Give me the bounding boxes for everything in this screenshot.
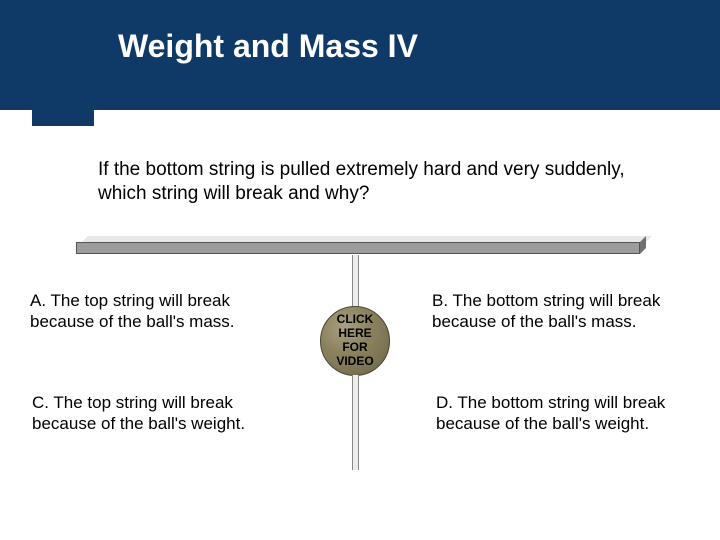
support-bar xyxy=(76,236,646,256)
video-button[interactable]: CLICK HERE FOR VIDEO xyxy=(320,306,390,376)
option-a[interactable]: A. The top string will break because of … xyxy=(30,290,295,333)
video-button-line4: VIDEO xyxy=(336,355,373,369)
slide-title: Weight and Mass IV xyxy=(118,28,418,65)
video-button-line2: HERE xyxy=(338,327,371,341)
question-text: If the bottom string is pulled extremely… xyxy=(98,158,638,206)
option-b[interactable]: B. The bottom string will break because … xyxy=(432,290,692,333)
video-button-line3: FOR xyxy=(342,341,367,355)
option-c[interactable]: C. The top string will break because of … xyxy=(32,392,297,435)
header-accent-square xyxy=(32,0,94,126)
option-d[interactable]: D. The bottom string will break because … xyxy=(436,392,696,435)
bottom-string xyxy=(352,375,359,470)
top-string xyxy=(352,255,359,313)
video-button-line1: CLICK xyxy=(337,313,374,327)
